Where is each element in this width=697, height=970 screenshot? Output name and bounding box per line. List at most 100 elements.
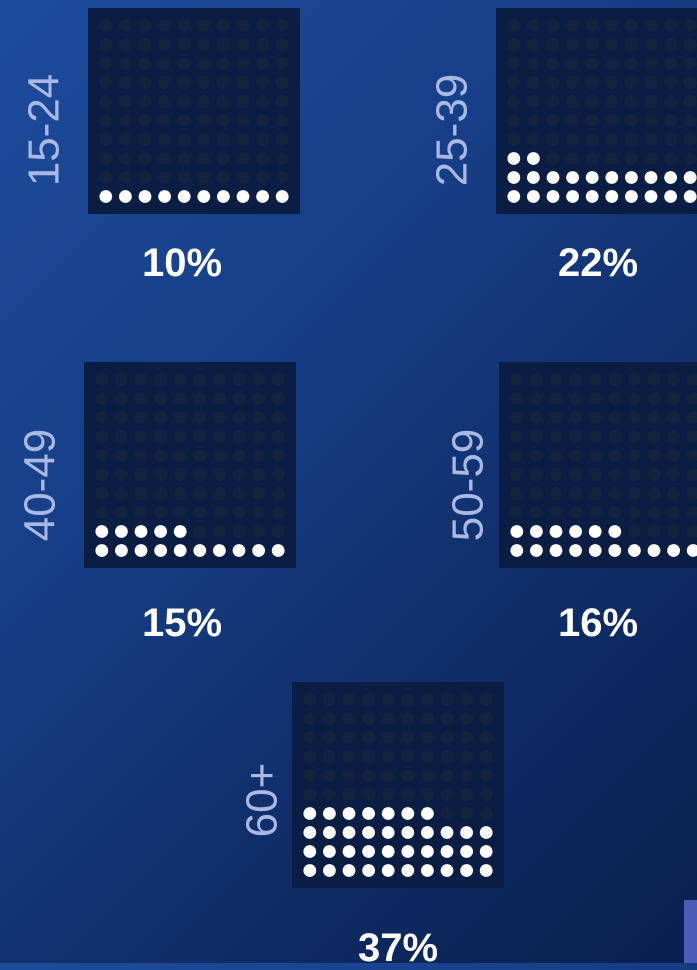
empty-dot: [236, 133, 250, 146]
empty-dot: [342, 788, 356, 801]
filled-dot: [683, 190, 697, 203]
empty-dot: [507, 19, 521, 32]
empty-dot: [628, 468, 641, 481]
empty-dot: [479, 712, 493, 725]
empty-dot: [99, 95, 113, 108]
empty-dot: [381, 693, 395, 706]
filled-dot: [605, 171, 619, 184]
empty-dot: [585, 95, 599, 108]
empty-dot: [585, 19, 599, 32]
empty-dot: [644, 152, 658, 165]
empty-dot: [569, 487, 582, 500]
filled-dot: [323, 864, 336, 877]
empty-dot: [115, 468, 128, 481]
empty-dot: [154, 392, 167, 405]
empty-dot: [546, 19, 560, 32]
filled-dot: [585, 190, 599, 203]
empty-dot: [256, 95, 269, 108]
empty-dot: [99, 76, 113, 89]
empty-dot: [213, 430, 226, 443]
filled-dot: [507, 190, 521, 203]
waffle-panel-25-39: [496, 8, 697, 214]
empty-dot: [193, 449, 207, 462]
empty-dot: [625, 19, 638, 32]
empty-dot: [683, 95, 697, 108]
empty-dot: [342, 750, 356, 763]
empty-dot: [569, 506, 582, 519]
empty-dot: [664, 76, 677, 89]
empty-dot: [275, 114, 289, 127]
filled-dot: [342, 864, 356, 877]
waffle-panel-60plus: [292, 682, 504, 888]
empty-dot: [303, 731, 317, 744]
percent-label: 37%: [357, 926, 439, 970]
filled-dot: [664, 171, 677, 184]
empty-dot: [217, 38, 230, 51]
empty-dot: [683, 19, 697, 32]
empty-dot: [232, 449, 246, 462]
empty-dot: [625, 57, 638, 70]
filled-dot: [683, 171, 697, 184]
empty-dot: [401, 769, 415, 782]
empty-dot: [510, 506, 524, 519]
age-group-label: 50-59: [442, 428, 492, 542]
empty-dot: [683, 152, 697, 165]
empty-dot: [197, 171, 211, 184]
empty-dot: [628, 525, 641, 538]
empty-dot: [134, 449, 148, 462]
empty-dot: [527, 95, 540, 108]
empty-dot: [323, 750, 336, 763]
empty-dot: [271, 392, 285, 405]
empty-dot: [232, 411, 246, 424]
empty-dot: [549, 411, 563, 424]
waffle-panel-50-59: [499, 362, 697, 568]
empty-dot: [154, 449, 167, 462]
empty-dot: [138, 171, 152, 184]
empty-dot: [605, 76, 619, 89]
empty-dot: [569, 373, 582, 386]
empty-dot: [530, 506, 543, 519]
percent-label: 16%: [557, 601, 639, 645]
filled-dot: [585, 171, 599, 184]
empty-dot: [236, 19, 250, 32]
empty-dot: [401, 788, 415, 801]
empty-dot: [252, 373, 265, 386]
empty-dot: [99, 38, 113, 51]
waffle-grid: [99, 19, 289, 203]
empty-dot: [158, 171, 171, 184]
filled-dot: [546, 171, 560, 184]
empty-dot: [667, 468, 680, 481]
filled-dot: [256, 190, 269, 203]
filled-dot: [507, 152, 521, 165]
empty-dot: [510, 449, 524, 462]
empty-dot: [236, 152, 250, 165]
empty-dot: [134, 430, 148, 443]
empty-dot: [588, 468, 602, 481]
empty-dot: [177, 95, 191, 108]
empty-dot: [115, 392, 128, 405]
empty-dot: [585, 133, 599, 146]
filled-dot: [275, 190, 289, 203]
filled-dot: [608, 525, 622, 538]
empty-dot: [99, 114, 113, 127]
empty-dot: [95, 430, 109, 443]
empty-dot: [664, 152, 677, 165]
empty-dot: [138, 76, 152, 89]
empty-dot: [342, 712, 356, 725]
empty-dot: [510, 392, 524, 405]
empty-dot: [323, 788, 336, 801]
empty-dot: [173, 411, 187, 424]
filled-dot: [154, 525, 167, 538]
empty-dot: [232, 525, 246, 538]
empty-dot: [213, 468, 226, 481]
empty-dot: [686, 392, 697, 405]
filled-dot: [401, 826, 415, 839]
empty-dot: [667, 411, 680, 424]
age-group-label: 60+: [236, 762, 286, 838]
empty-dot: [158, 114, 171, 127]
empty-dot: [115, 373, 128, 386]
empty-dot: [479, 788, 493, 801]
filled-dot: [460, 845, 473, 858]
empty-dot: [197, 19, 211, 32]
empty-dot: [213, 525, 226, 538]
